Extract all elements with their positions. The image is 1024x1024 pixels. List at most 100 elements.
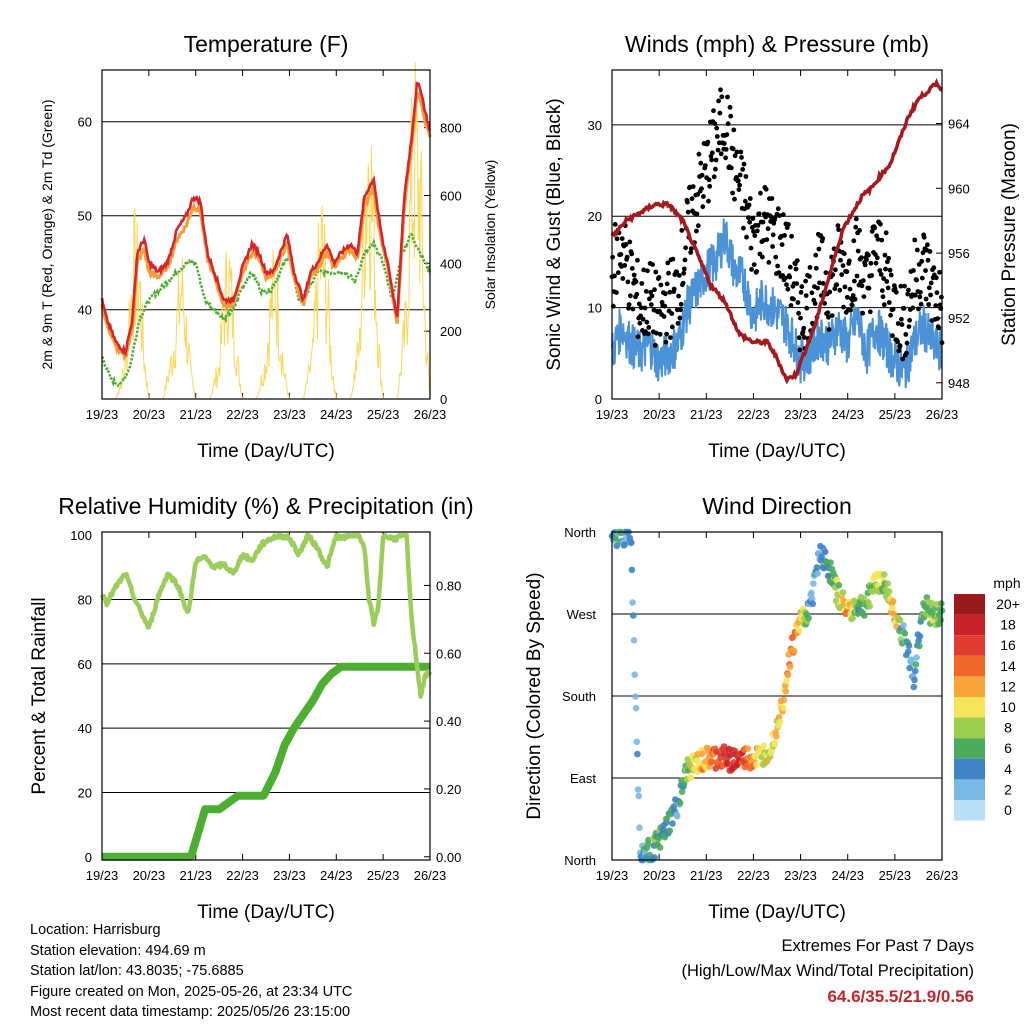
gust-point: [813, 252, 819, 258]
gust-point: [782, 233, 787, 238]
gust-point: [656, 275, 662, 280]
gust-point: [755, 223, 761, 228]
gust-point: [716, 98, 721, 104]
gust-point: [748, 245, 754, 251]
gust-point: [709, 157, 714, 163]
gust-series: [609, 87, 945, 362]
gust-point: [688, 250, 694, 255]
gust-point: [671, 286, 677, 292]
gust-point: [904, 350, 909, 356]
gust-point: [859, 283, 865, 289]
gust-point: [754, 269, 760, 274]
gust-point: [652, 287, 657, 293]
gust-point: [849, 302, 855, 308]
gust-point: [654, 330, 659, 336]
gust-point: [638, 313, 643, 319]
x-tick-label: 20/23: [643, 868, 676, 883]
gust-point: [868, 260, 874, 266]
gust-point: [925, 257, 931, 263]
legend-swatch: [954, 655, 985, 677]
gust-point: [667, 289, 673, 295]
direction-point: [631, 671, 638, 678]
gust-point: [661, 314, 667, 319]
station-info: Location: Harrisburg Station elevation: …: [30, 920, 352, 1023]
direction-point: [805, 614, 812, 622]
gust-point: [914, 277, 919, 283]
gust-point: [850, 293, 856, 298]
gust-point: [910, 305, 916, 311]
y2-tick-label: 964: [948, 116, 970, 131]
x-tick-label: 23/23: [273, 407, 306, 422]
direction-point: [911, 667, 919, 675]
gust-point: [862, 262, 868, 268]
gust-point: [833, 267, 838, 273]
gust-point: [860, 310, 866, 316]
x-tick-label: 19/23: [86, 407, 119, 422]
gust-point: [730, 146, 736, 152]
x-tick-label: 25/23: [879, 868, 912, 883]
gust-point: [887, 267, 893, 273]
x-tick-label: 23/23: [784, 407, 817, 422]
gust-point: [926, 302, 932, 307]
gust-point: [852, 278, 857, 284]
gust-point: [685, 209, 691, 215]
gust-point: [645, 331, 651, 337]
gust-point: [812, 301, 818, 306]
gust-point: [834, 282, 840, 288]
gust-point: [883, 266, 888, 272]
legend-label: 16: [1000, 637, 1016, 653]
legend-swatch: [954, 594, 985, 615]
gust-point: [689, 196, 695, 202]
y-tick-label: 0: [595, 392, 602, 407]
gust-point: [676, 273, 682, 278]
gust-point: [852, 296, 858, 302]
gust-point: [713, 166, 718, 172]
gust-point: [807, 265, 813, 270]
gust-point: [614, 290, 619, 295]
gust-point: [619, 236, 625, 242]
direction-point: [938, 600, 945, 607]
x-tick-label: 22/23: [226, 407, 259, 422]
x-tick-label: 23/23: [273, 868, 306, 883]
y-tick-label: West: [567, 607, 597, 622]
gust-point: [899, 322, 905, 327]
x-tick-label: 26/23: [926, 407, 959, 422]
gust-point: [626, 302, 632, 307]
gust-point: [715, 147, 721, 153]
gust-point: [895, 321, 901, 326]
gust-point: [669, 324, 675, 330]
x-tick-label: 25/23: [367, 868, 400, 883]
gust-point: [906, 287, 911, 293]
gust-point: [919, 258, 925, 264]
gust-point: [888, 272, 894, 278]
gust-point: [804, 305, 810, 311]
x-tick-label: 19/23: [596, 868, 629, 883]
gust-point: [732, 153, 738, 159]
gust-point: [866, 285, 872, 291]
gust-point: [815, 285, 820, 291]
gust-point: [921, 234, 927, 240]
gust-point: [674, 269, 680, 275]
legend-label: 18: [1000, 617, 1016, 633]
gust-point: [712, 121, 718, 126]
gust-point: [723, 147, 729, 152]
gust-point: [796, 335, 802, 341]
gust-point: [637, 320, 643, 326]
direction-point: [833, 576, 841, 584]
y2-axis-label: Solar Insolation (Yellow): [482, 160, 498, 310]
gust-point: [732, 196, 737, 202]
gust-point: [751, 262, 757, 267]
gust-point: [662, 303, 668, 309]
direction-point: [783, 677, 790, 685]
direction-point: [820, 564, 828, 572]
direction-point: [780, 696, 788, 704]
panel-title: Wind Direction: [702, 493, 852, 519]
gust-point: [873, 260, 879, 266]
gust-point: [706, 177, 712, 183]
direction-point: [866, 603, 874, 610]
gust-point: [738, 149, 744, 155]
legend-label: 0: [1004, 802, 1012, 818]
rainfall-series: [98, 662, 434, 861]
gust-point: [906, 324, 912, 329]
panel-title: Relative Humidity (%) & Precipitation (i…: [58, 493, 473, 519]
